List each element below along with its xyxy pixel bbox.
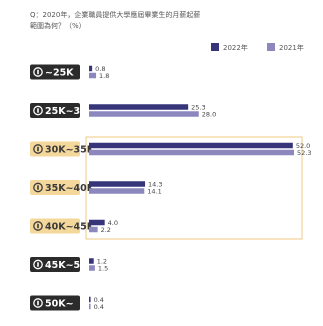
category-label-bg (30, 180, 80, 195)
chart-title-line-1: Q：2020年，企業職員提供大學應屆畢業生的月薪起薪 (30, 10, 200, 19)
coin-icon-mark (37, 146, 39, 152)
category-label: 45K~50K (45, 260, 95, 271)
chart-row: ~25K 0.81.8 (30, 64, 109, 80)
data-label: 4.0 (108, 219, 118, 227)
bar-2021 (89, 72, 97, 79)
category-label: 40K~45K (45, 221, 95, 232)
coin-icon (33, 144, 43, 154)
coin-icon (33, 259, 43, 270)
data-label: 2.2 (101, 226, 111, 234)
chart-row: 35K~40K 14.314.1 (30, 180, 163, 195)
bar-2022 (89, 104, 189, 110)
legend-label: 2022年 (223, 43, 248, 52)
chart-row: 45K~50K 1.21.5 (30, 257, 108, 272)
data-label: 52.3 (297, 149, 311, 157)
coin-icon-mark (37, 262, 39, 267)
data-label: 1.8 (99, 72, 109, 80)
data-label: 0.4 (94, 296, 104, 304)
chart-title-line: Q：2020年，企業職員提供大學應屆畢業生的月薪起薪範圍為何？（%） (30, 10, 200, 30)
category-label-bg (30, 141, 80, 157)
legend-swatch (211, 43, 219, 51)
category-label: 35K~40K (45, 183, 95, 194)
bar-2021 (89, 265, 95, 271)
chart-rows: ~25K 0.81.8 25K~30K 25.328.0 30K~35K 52.052.3… (30, 64, 311, 311)
bar-2021 (89, 226, 98, 233)
bar-2021 (89, 188, 145, 194)
chart-title: Q：2020年，企業職員提供大學應屆畢業生的月薪起薪範圍為何？（%） (30, 10, 200, 30)
legend: 2022年 2021年 (211, 43, 304, 52)
coin-icon (33, 67, 43, 77)
coin-icon-mark (37, 223, 39, 229)
data-label: 0.4 (94, 303, 104, 311)
category-label-bg (30, 64, 80, 80)
chart-row: 25K~30K 25.328.0 (30, 103, 216, 118)
data-label: 0.8 (95, 65, 105, 73)
coin-icon (33, 105, 43, 116)
data-label: 14.3 (148, 180, 162, 188)
category-label-bg (30, 103, 80, 118)
coin-icon-mark (37, 108, 39, 113)
data-label: 14.1 (147, 187, 161, 195)
bar-2022 (89, 219, 105, 226)
data-label: 1.5 (98, 264, 108, 272)
coin-icon-mark (37, 300, 39, 306)
category-label: ~25K (45, 67, 74, 78)
data-label: 25.3 (191, 103, 205, 111)
data-label: 52.0 (296, 142, 310, 150)
coin-icon (33, 221, 43, 231)
bar-2021 (89, 111, 199, 117)
legend-swatch (267, 43, 275, 51)
chart-row: 40K~45K 4.02.2 (30, 218, 118, 234)
category-label-bg (30, 218, 80, 234)
bar-2021 (89, 149, 294, 156)
chart-title-line-2: 範圍為何？（%） (30, 21, 86, 30)
highlight-border (85, 136, 303, 240)
highlight-box (85, 136, 303, 240)
bar-2022 (89, 296, 91, 303)
legend-label: 2021年 (279, 43, 304, 52)
coin-icon-mark (37, 69, 39, 75)
bar-2022 (89, 65, 93, 72)
coin-icon (33, 182, 43, 193)
chart-row: 50K~ 0.40.4 (30, 295, 104, 311)
category-label-bg (30, 257, 80, 272)
data-label: 1.2 (97, 257, 107, 265)
bar-2022 (89, 181, 146, 187)
category-label: 25K~30K (45, 106, 95, 117)
category-label: 50K~ (45, 298, 74, 309)
bar-2022 (89, 258, 94, 264)
bar-2021 (89, 303, 91, 310)
category-label: 30K~35K (45, 144, 95, 155)
data-label: 28.0 (202, 110, 216, 118)
coin-icon-mark (37, 185, 39, 190)
category-label-bg (30, 295, 80, 311)
coin-icon (33, 298, 43, 308)
chart-row: 30K~35K 52.052.3 (30, 141, 311, 157)
bar-2022 (89, 142, 293, 149)
